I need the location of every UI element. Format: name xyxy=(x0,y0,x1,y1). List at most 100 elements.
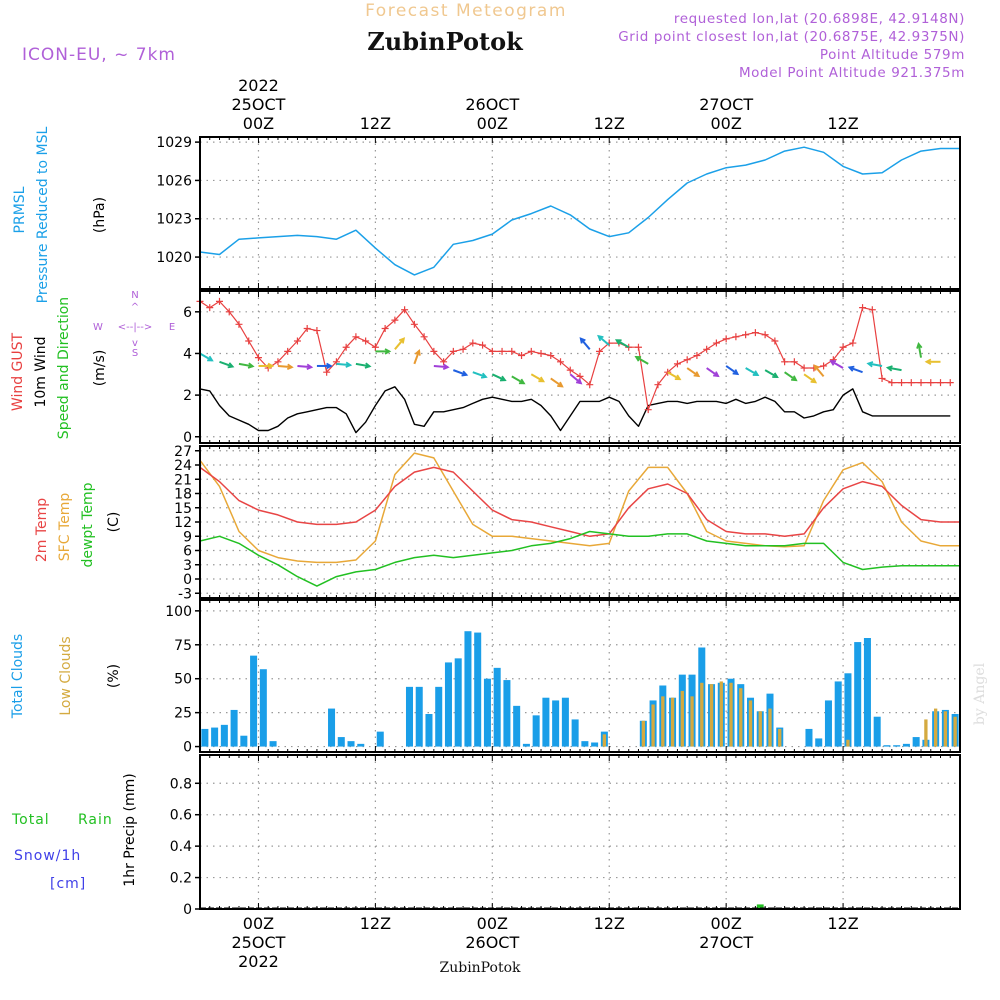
total-cloud-bar xyxy=(805,728,813,747)
bottom-time-label: 00Z xyxy=(477,914,508,933)
wind-arrow-shaft xyxy=(452,369,467,376)
label-2m-temp: 2m Temp xyxy=(34,498,50,562)
wind-gust-marker xyxy=(634,343,642,351)
clouds-ytick-label: 25 xyxy=(174,706,192,722)
wind-panel-frame xyxy=(199,290,961,444)
low-cloud-bar xyxy=(758,711,762,747)
wind-arrow-shaft xyxy=(725,365,739,375)
label-rain: Rain xyxy=(78,812,113,828)
total-cloud-bar xyxy=(513,705,521,747)
bottom-time-label: 2022 xyxy=(238,952,279,971)
wind-gust-marker xyxy=(323,368,331,376)
label-precip-unit: 1hr Precip (mm) xyxy=(122,773,138,886)
clouds-panel-frame xyxy=(199,599,961,753)
wind-arrow-head xyxy=(207,355,214,362)
pressure-ytick-label: 1029 xyxy=(156,135,192,151)
wind-gust-marker xyxy=(313,327,321,335)
wind-gust-marker xyxy=(946,379,954,387)
wind-arrow xyxy=(433,363,450,371)
pressure-ytick-label: 1023 xyxy=(156,212,192,228)
wind-arrow xyxy=(413,348,421,365)
wind-arrow xyxy=(764,369,779,379)
label-low-clouds: Low Clouds xyxy=(58,636,74,715)
wind-arrow xyxy=(597,334,610,346)
low-cloud-bar xyxy=(729,682,733,747)
model-altitude: Model Point Altitude 921.375m xyxy=(739,65,965,81)
top-time-label: 26OCT xyxy=(465,95,519,114)
top-time-label: 12Z xyxy=(594,114,625,133)
wind-arrow xyxy=(375,348,392,355)
wind-gust-marker xyxy=(518,352,526,360)
bottom-time-label: 12Z xyxy=(827,914,858,933)
wind-gust-marker xyxy=(898,379,906,387)
precip-panel-frame xyxy=(199,754,961,910)
wind-gust-marker xyxy=(459,345,467,353)
precip-ytick-label: 0.4 xyxy=(170,839,192,855)
model-name: ICON-EU, ~ 7km xyxy=(22,45,176,65)
wind-arrow-head xyxy=(384,348,392,355)
wind-arrow-head xyxy=(579,337,586,344)
temperature-ytick-label: 6 xyxy=(183,544,192,560)
wind-gust-marker xyxy=(440,358,448,366)
pressure-line xyxy=(199,146,960,276)
label-snow: Snow/1h xyxy=(14,848,81,864)
temperature-ytick-label: -3 xyxy=(178,586,192,602)
total-cloud-bar xyxy=(483,678,491,747)
rain-bar xyxy=(756,904,764,909)
label-sfc-temp: SFC Temp xyxy=(57,493,73,562)
precip-ytick-label: 0.8 xyxy=(170,776,192,792)
wind-gust-marker xyxy=(917,379,925,387)
wind-arrow-shaft xyxy=(355,362,370,368)
wind-arrow-head xyxy=(575,378,583,385)
total-cloud-bar xyxy=(824,700,832,747)
wind-ytick-label: 4 xyxy=(183,346,192,362)
wind-ytick-label: 6 xyxy=(183,305,192,321)
low-cloud-bar xyxy=(700,682,704,747)
cloud-panel-labels: Total Clouds Low Clouds (%) xyxy=(10,634,122,719)
wind-gust-marker xyxy=(206,304,214,312)
total-cloud-bar xyxy=(269,741,277,747)
total-cloud-bar xyxy=(230,709,238,747)
low-cloud-bar xyxy=(719,681,723,747)
label-prmsl: PRMSL xyxy=(12,186,28,233)
total-cloud-bar xyxy=(912,737,920,747)
wind-arrow-shaft xyxy=(491,373,506,382)
total-cloud-bar xyxy=(581,741,589,747)
wind-arrow-head xyxy=(693,371,701,378)
wind-arrow-shaft xyxy=(433,364,448,369)
total-cloud-bar xyxy=(220,724,228,747)
wind-gust-marker xyxy=(859,304,867,312)
wind-arrow xyxy=(813,364,825,378)
temperature-ytick-label: 27 xyxy=(174,444,192,460)
low-cloud-bar xyxy=(953,716,957,747)
wind-arrow-head xyxy=(813,364,820,371)
wind-arrow-head xyxy=(286,363,294,371)
total-cloud-bar xyxy=(863,638,871,747)
low-cloud-bar xyxy=(739,688,743,747)
sfc-temp-line xyxy=(199,452,960,564)
bottom-time-label: 12Z xyxy=(594,914,625,933)
wind-arrow-head xyxy=(499,375,507,382)
temperature-ytick-label: 12 xyxy=(174,515,192,531)
total-cloud-bar xyxy=(347,741,355,747)
wind-arrow xyxy=(916,341,923,358)
wind-arrow-shaft xyxy=(219,360,233,368)
wind-arrow xyxy=(803,373,818,384)
wind-gust-marker xyxy=(391,316,399,324)
top-time-label: 25OCT xyxy=(232,95,286,114)
bottom-time-label: 27OCT xyxy=(699,933,753,952)
series-layer xyxy=(196,146,960,909)
wind-gust-marker xyxy=(742,331,750,339)
wind-arrow-head xyxy=(597,334,604,342)
wind-arrow-head xyxy=(461,370,469,377)
temperature-ytick-label: 3 xyxy=(183,558,192,574)
wind-arrow-shaft xyxy=(784,371,797,382)
low-cloud-bar xyxy=(651,704,655,747)
temperature-panel-frame xyxy=(199,445,961,599)
wind-arrow-shaft xyxy=(917,343,923,358)
wind-arrow-head xyxy=(267,362,275,370)
wind-gust-marker xyxy=(927,379,935,387)
clouds-ytick-label: 50 xyxy=(174,672,192,688)
grid-layer xyxy=(200,137,960,910)
wind-arrow-shaft xyxy=(635,356,649,365)
